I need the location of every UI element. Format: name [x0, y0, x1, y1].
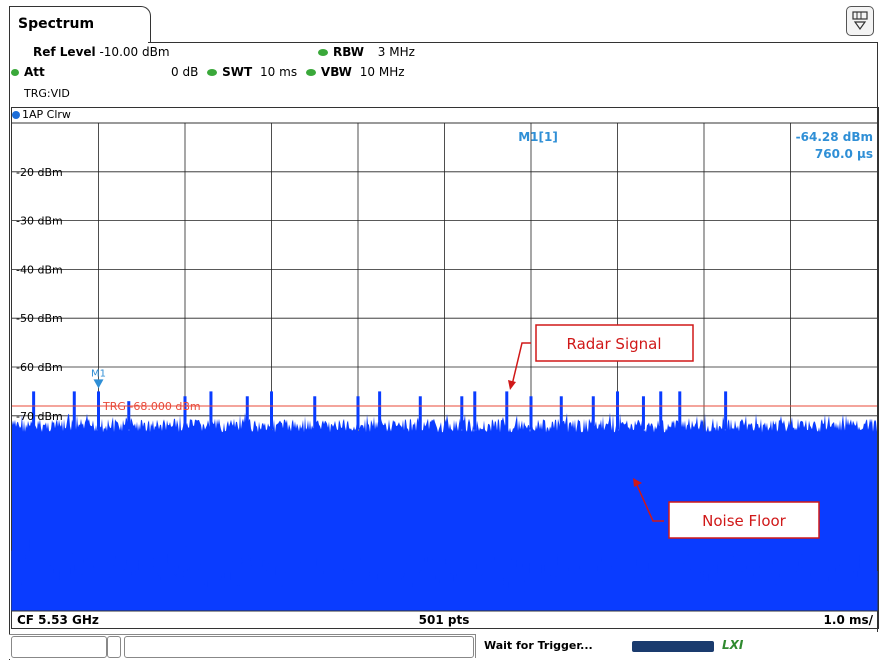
frame-right-border — [877, 42, 878, 632]
vbw-value: 10 MHz — [359, 65, 405, 79]
marker-m1-icon[interactable] — [93, 379, 104, 389]
radar-pulse — [460, 396, 464, 430]
rbw-indicator-icon — [318, 49, 328, 56]
radar-pulse — [270, 391, 273, 430]
radar-pulse — [641, 396, 645, 430]
noise-floor-callout-text: Noise Floor — [702, 512, 787, 530]
frame-left-border — [9, 42, 10, 660]
radar-pulse — [505, 391, 509, 430]
trigger-mode: TRG:VID — [24, 87, 70, 100]
vbw-indicator-icon — [305, 69, 316, 76]
radar-pulse — [32, 391, 36, 430]
radar-pulse — [616, 391, 619, 430]
y-tick-label: -20 dBm — [16, 166, 63, 179]
center-frequency: CF 5.53 GHz — [17, 613, 99, 627]
swt-label: SWT — [222, 65, 253, 79]
radar-pulse — [591, 396, 595, 430]
vbw-label: VBW — [320, 65, 352, 79]
radar-pulse — [418, 396, 422, 430]
att-value: 0 dB — [171, 65, 199, 79]
y-axis-ticks: -20 dBm -30 dBm -40 dBm -50 dBm -60 dBm -70 d… — [16, 166, 63, 423]
radar-pulse — [97, 391, 100, 430]
radar-pulse — [378, 391, 382, 430]
radar-signal-callout — [535, 324, 694, 362]
y-tick-label: -30 dBm — [16, 215, 63, 228]
lxi-logo: LXI — [722, 638, 744, 652]
radar-pulse — [356, 396, 360, 430]
radar-pulses — [32, 391, 728, 430]
noise-floor-arrow — [635, 482, 664, 522]
rbw-label: RBW — [333, 45, 364, 59]
radar-signal-arrow — [511, 342, 531, 386]
ref-level-row: Ref Level -10.00 dBm — [33, 45, 170, 59]
marker-readout-level: -64.28 dBm — [796, 130, 873, 144]
status-field-1[interactable] — [11, 636, 107, 658]
diagram-panel — [11, 107, 879, 629]
radar-pulse — [209, 391, 213, 430]
ref-level-label: Ref Level — [33, 45, 96, 59]
radar-signal-arrowhead — [508, 380, 516, 390]
radar-pulse — [473, 391, 477, 430]
noise-floor-trace — [11, 412, 878, 611]
y-tick-label: -60 dBm — [16, 361, 63, 374]
y-tick-label: -40 dBm — [16, 263, 63, 276]
time-per-division: 1.0 ms/ — [824, 613, 874, 627]
swt-indicator-icon — [207, 69, 218, 76]
trigger-level-label: TRG -68.000 dBm — [102, 400, 201, 413]
att-label: Att — [24, 65, 45, 79]
trace-label: 1AP Clrw — [12, 108, 71, 122]
sweep-points: 501 pts — [419, 613, 470, 627]
radar-pulse — [245, 396, 249, 430]
trace-label-text: 1AP Clrw — [22, 108, 71, 121]
radar-pulse — [183, 396, 187, 430]
window-menu-icon — [852, 11, 868, 31]
radar-pulse — [559, 396, 563, 430]
rbw-value: 3 MHz — [377, 45, 415, 59]
radar-pulse — [72, 391, 76, 430]
status-message-field[interactable] — [124, 636, 474, 658]
att-row: Att — [11, 65, 45, 79]
radar-pulse — [678, 391, 682, 430]
radar-signal-callout-text: Radar Signal — [566, 335, 661, 353]
tab-border — [148, 42, 878, 43]
marker-readout-time: 760.0 µs — [815, 147, 873, 161]
status-field-2[interactable] — [107, 636, 121, 658]
radar-pulse — [724, 391, 728, 430]
att-indicator-icon — [11, 69, 19, 76]
radar-pulse — [313, 396, 317, 430]
ref-level-value: -10.00 dBm — [99, 45, 170, 59]
y-tick-label: -70 dBm — [16, 410, 63, 423]
radar-pulse — [659, 391, 663, 430]
trace-indicator-icon — [12, 111, 20, 119]
radar-pulse — [127, 401, 131, 430]
y-tick-label: -50 dBm — [16, 312, 63, 325]
noise-floor-callout — [668, 501, 820, 539]
spectrum-tab[interactable]: Spectrum — [9, 6, 151, 43]
marker-m1-label: M1 — [91, 368, 106, 379]
radar-pulse — [529, 396, 533, 430]
window-menu-button[interactable] — [846, 6, 874, 36]
sweep-status-text: Wait for Trigger... — [484, 639, 593, 652]
swt-value: 10 ms — [260, 65, 298, 79]
spectrum-tab-label: Spectrum — [18, 16, 95, 32]
marker-readout-label: M1[1] — [518, 130, 558, 144]
sweep-progress-bar — [632, 641, 714, 652]
noise-floor-arrowhead — [633, 478, 642, 487]
att-swt-row: 0 dB SWT 10 ms VBW 10 MHz — [171, 65, 405, 79]
rbw-row: RBW 3 MHz — [318, 45, 415, 59]
